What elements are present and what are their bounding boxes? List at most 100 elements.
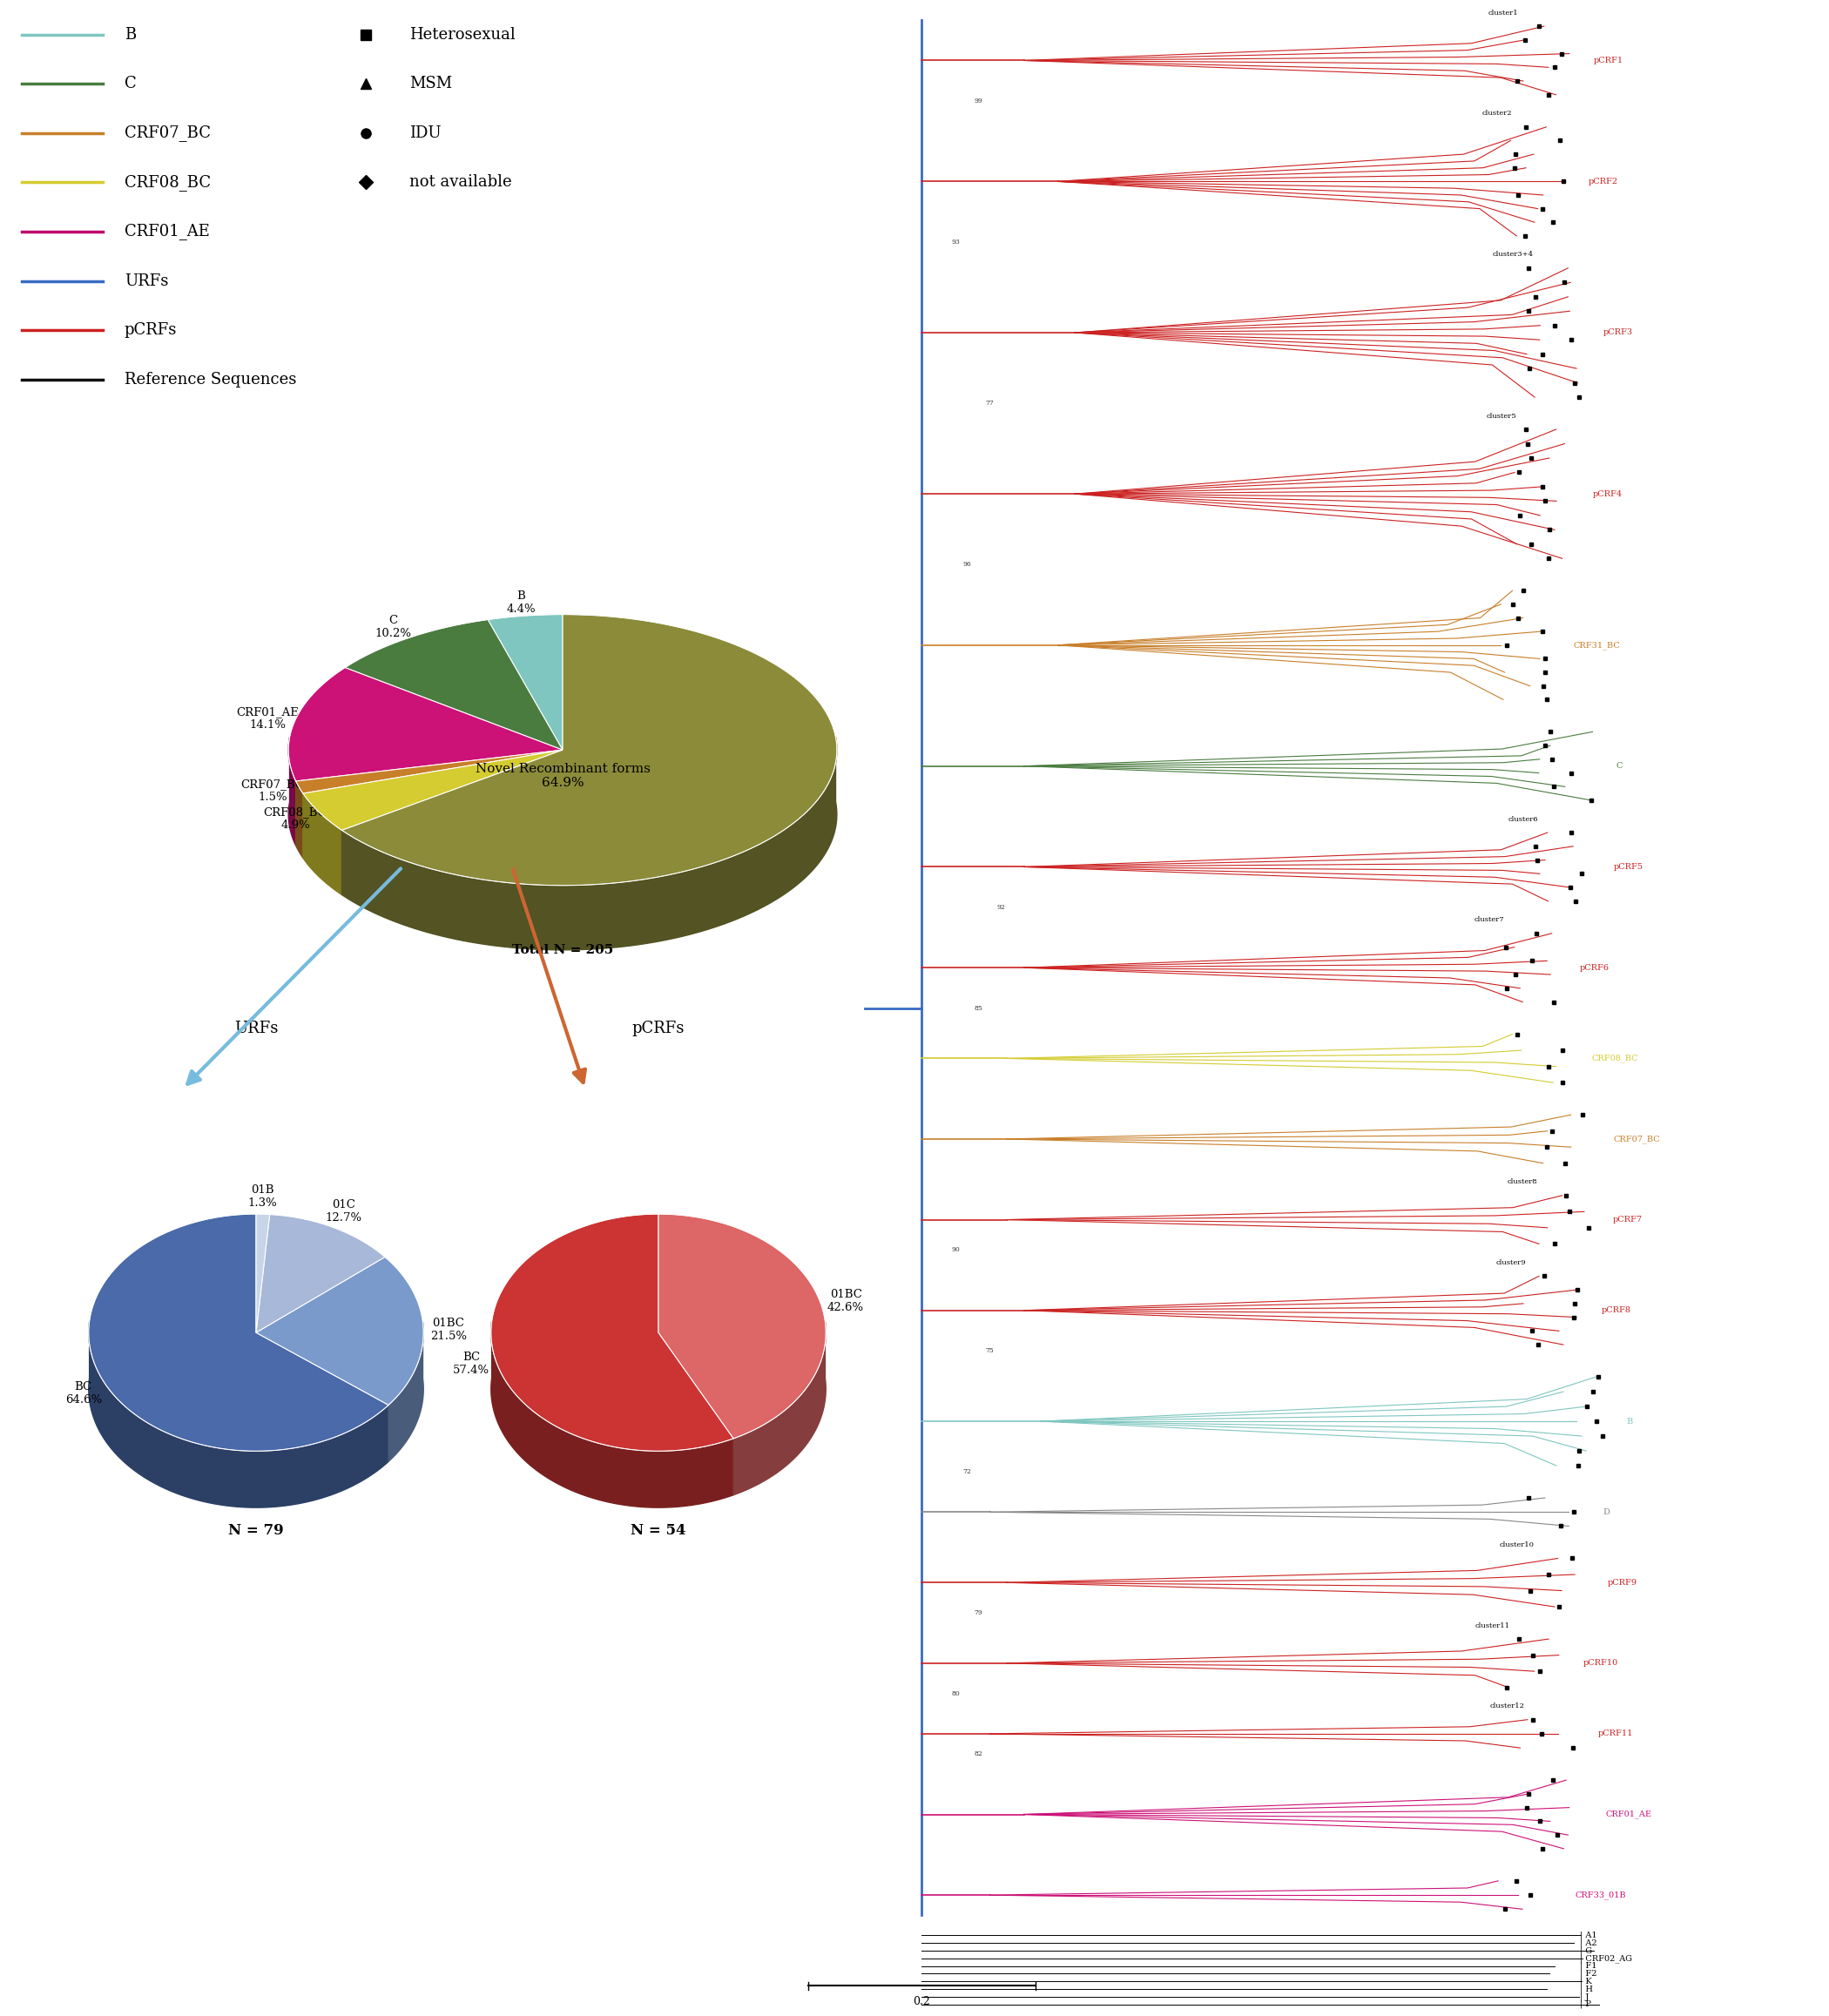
Polygon shape: [490, 1322, 733, 1508]
Text: CRF08_BC
4.9%: CRF08_BC 4.9%: [263, 806, 327, 831]
Text: | CRF02_AG: | CRF02_AG: [1580, 1954, 1631, 1962]
Text: pCRF7: pCRF7: [1613, 1216, 1642, 1224]
Polygon shape: [88, 1320, 388, 1508]
Text: pCRF11: pCRF11: [1599, 1730, 1633, 1738]
Polygon shape: [256, 1256, 424, 1405]
Polygon shape: [342, 615, 838, 885]
Text: 93: 93: [951, 238, 960, 246]
Text: Total N = 205: Total N = 205: [512, 943, 613, 956]
Text: 77: 77: [986, 399, 995, 407]
Text: cluster8: cluster8: [1507, 1179, 1538, 1185]
Polygon shape: [296, 750, 563, 794]
Text: pCRF6: pCRF6: [1580, 964, 1610, 972]
Text: not available: not available: [410, 175, 512, 190]
Text: | P: | P: [1580, 2000, 1591, 2008]
Text: CRF01_AE: CRF01_AE: [1606, 1810, 1652, 1818]
Polygon shape: [733, 1322, 827, 1496]
Text: 85: 85: [975, 1004, 982, 1012]
Text: cluster6: cluster6: [1509, 816, 1538, 823]
Text: 01BC
42.6%: 01BC 42.6%: [827, 1288, 863, 1312]
Polygon shape: [296, 780, 304, 859]
Text: 0.2: 0.2: [913, 1996, 931, 2008]
Text: | F1: | F1: [1580, 1962, 1597, 1970]
Text: cluster1: cluster1: [1487, 10, 1518, 16]
Text: Heterosexual: Heterosexual: [410, 26, 516, 42]
Text: CRF01_AE
14.1%: CRF01_AE 14.1%: [236, 708, 298, 732]
Text: | F2: | F2: [1580, 1970, 1597, 1978]
Polygon shape: [304, 794, 342, 895]
Text: 92: 92: [997, 903, 1006, 911]
Text: 01BC
21.5%: 01BC 21.5%: [430, 1316, 466, 1343]
Text: pCRF3: pCRF3: [1604, 329, 1633, 337]
Text: cluster10: cluster10: [1500, 1542, 1535, 1548]
Text: pCRFs: pCRFs: [633, 1020, 684, 1036]
Text: CRF08_BC: CRF08_BC: [1591, 1054, 1637, 1062]
Text: pCRF2: pCRF2: [1588, 177, 1617, 185]
Text: | G: | G: [1580, 1947, 1591, 1956]
Text: CRF07_BC
1.5%: CRF07_BC 1.5%: [241, 778, 304, 802]
Polygon shape: [256, 1214, 269, 1333]
Polygon shape: [289, 738, 296, 845]
Text: cluster5: cluster5: [1487, 413, 1516, 419]
Text: 80: 80: [951, 1689, 960, 1697]
Polygon shape: [342, 738, 838, 950]
Text: URFs: URFs: [124, 272, 168, 288]
Text: N = 79: N = 79: [229, 1522, 283, 1538]
Text: BC
64.6%: BC 64.6%: [66, 1381, 102, 1405]
Text: pCRF10: pCRF10: [1582, 1659, 1619, 1667]
Text: pCRF8: pCRF8: [1602, 1306, 1631, 1314]
Text: URFs: URFs: [234, 1020, 278, 1036]
Text: cluster7: cluster7: [1474, 917, 1505, 923]
Text: cluster11: cluster11: [1474, 1623, 1509, 1629]
Polygon shape: [488, 615, 563, 750]
Text: CRF07_BC: CRF07_BC: [124, 125, 210, 141]
Text: cluster2: cluster2: [1481, 111, 1513, 117]
Text: B
4.4%: B 4.4%: [507, 591, 536, 615]
Polygon shape: [388, 1322, 424, 1462]
Polygon shape: [346, 619, 563, 750]
Text: pCRF4: pCRF4: [1593, 490, 1622, 498]
Text: 99: 99: [975, 97, 982, 105]
Text: 72: 72: [962, 1468, 971, 1476]
Text: N = 54: N = 54: [631, 1522, 686, 1538]
Text: 75: 75: [986, 1347, 995, 1355]
Text: C: C: [124, 77, 137, 91]
Text: cluster12: cluster12: [1491, 1704, 1525, 1710]
Text: CRF08_BC: CRF08_BC: [124, 173, 210, 192]
Text: Novel Recombinant forms
64.9%: Novel Recombinant forms 64.9%: [476, 762, 649, 788]
Text: IDU: IDU: [410, 125, 441, 141]
Text: pCRF1: pCRF1: [1593, 56, 1624, 65]
Polygon shape: [88, 1214, 388, 1452]
Text: CRF01_AE: CRF01_AE: [124, 224, 210, 240]
Polygon shape: [304, 750, 563, 831]
Text: 79: 79: [975, 1609, 982, 1617]
Text: | J: | J: [1580, 1992, 1589, 2000]
Polygon shape: [658, 1214, 827, 1439]
Text: cluster9: cluster9: [1496, 1260, 1525, 1266]
Text: MSM: MSM: [410, 77, 452, 91]
Text: | H: | H: [1580, 1986, 1593, 1994]
Text: pCRFs: pCRFs: [124, 323, 177, 339]
Text: cluster3+4: cluster3+4: [1492, 252, 1533, 258]
Text: Reference Sequences: Reference Sequences: [124, 371, 296, 387]
Text: | A1: | A1: [1580, 1931, 1597, 1939]
Polygon shape: [256, 1214, 384, 1333]
Text: C
10.2%: C 10.2%: [375, 615, 412, 639]
Text: C: C: [1617, 762, 1622, 770]
Polygon shape: [490, 1214, 733, 1452]
Text: | K: | K: [1580, 1978, 1591, 1986]
Polygon shape: [289, 667, 563, 780]
Text: 01B
1.3%: 01B 1.3%: [249, 1183, 278, 1208]
Text: 90: 90: [951, 1246, 960, 1254]
Text: 01C
12.7%: 01C 12.7%: [326, 1200, 362, 1224]
Text: B: B: [1626, 1417, 1633, 1425]
Text: CRF33_01B: CRF33_01B: [1575, 1891, 1626, 1899]
Text: CRF07_BC: CRF07_BC: [1613, 1135, 1661, 1143]
Text: pCRF5: pCRF5: [1613, 863, 1644, 871]
Text: BC
57.4%: BC 57.4%: [454, 1353, 490, 1377]
Text: 96: 96: [962, 560, 971, 569]
Text: B: B: [124, 26, 135, 42]
Text: pCRF9: pCRF9: [1608, 1579, 1637, 1587]
Text: D: D: [1602, 1508, 1610, 1516]
Text: CRF31_BC: CRF31_BC: [1573, 641, 1620, 649]
